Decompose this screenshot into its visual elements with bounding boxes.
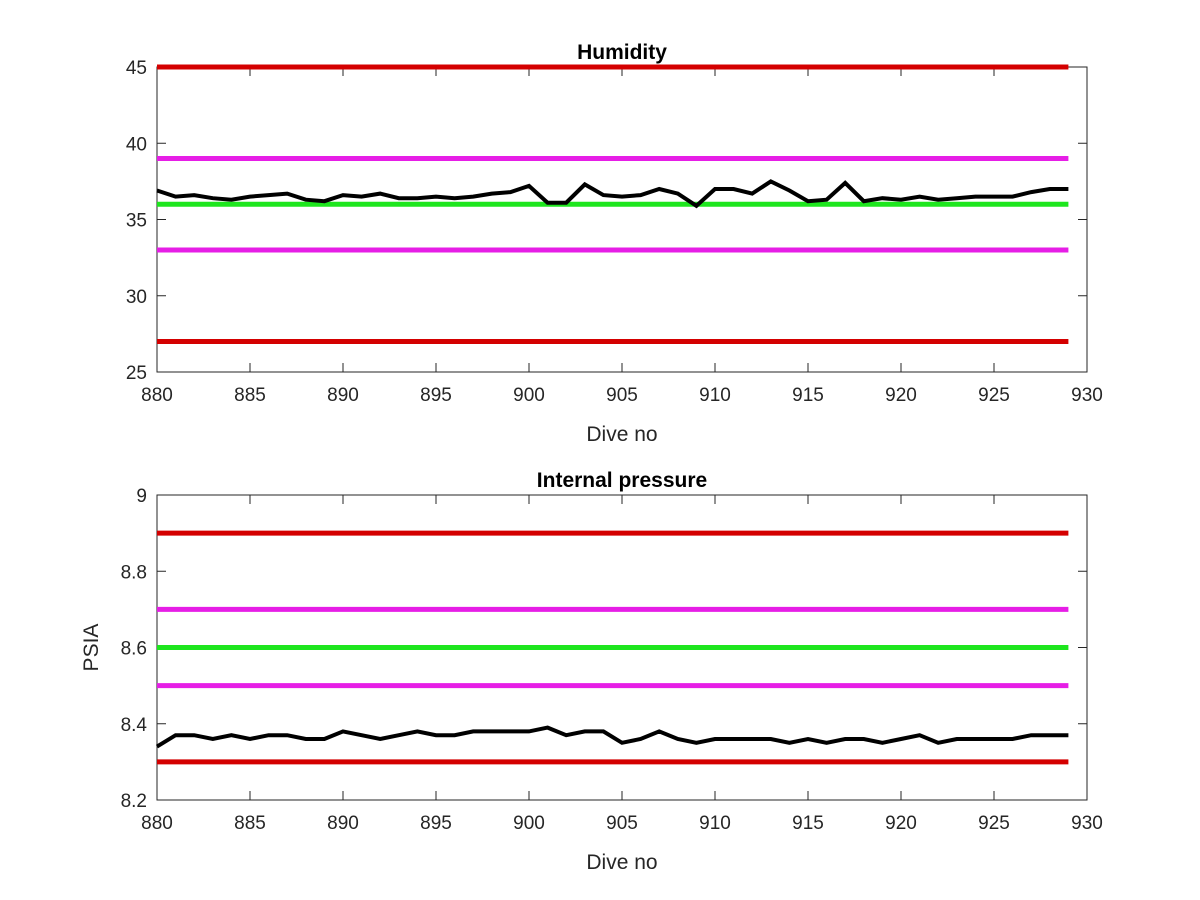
x-tick-label: 925 [978, 385, 1010, 406]
x-tick-label: 920 [885, 813, 917, 834]
x-tick-label: 905 [606, 385, 638, 406]
x-tick-label: 930 [1071, 385, 1103, 406]
x-tick-label: 880 [141, 385, 173, 406]
y-tick-label: 8.4 [121, 715, 148, 736]
x-tick-label: 910 [699, 385, 731, 406]
x-tick-label: 890 [327, 385, 359, 406]
y-tick-label: 45 [126, 58, 147, 79]
y-tick-label: 30 [126, 287, 147, 308]
x-tick-label: 930 [1071, 813, 1103, 834]
plot-area [156, 66, 1088, 373]
chart-title: Internal pressure [537, 469, 707, 492]
x-tick-label: 910 [699, 813, 731, 834]
x-tick-label: 885 [234, 813, 266, 834]
y-tick-label: 8.8 [121, 562, 147, 583]
series-line [156, 179, 1069, 209]
x-tick-label: 885 [234, 385, 266, 406]
x-tick-label: 925 [978, 813, 1010, 834]
x-tick-label: 895 [420, 385, 452, 406]
x-tick-label: 900 [513, 813, 545, 834]
x-tick-label: 900 [513, 385, 545, 406]
x-tick-label: 920 [885, 385, 917, 406]
chart-panel-1: 880 885 890 895 900 905 910 915 920 925 930 25 30 35 4… [126, 41, 1103, 446]
x-tick-label: 880 [141, 813, 173, 834]
y-tick-label: 8.2 [121, 791, 147, 812]
x-axis-label: Dive no [586, 423, 657, 446]
x-tick-label: 915 [792, 385, 824, 406]
x-tick-label: 890 [327, 813, 359, 834]
x-tick-label: 895 [420, 813, 452, 834]
y-tick-label: 8.6 [121, 639, 147, 660]
x-tick-label: 905 [606, 813, 638, 834]
chart-panel-2: 880 885 890 895 900 905 910 915 920 925 930 8.2 8.4 8… [80, 469, 1103, 874]
y-tick-label: 40 [126, 134, 147, 155]
y-tick-label: 9 [136, 486, 147, 507]
y-axis-label: PSIA [80, 624, 103, 672]
x-tick-label: 915 [792, 813, 824, 834]
x-axis-label: Dive no [586, 851, 657, 874]
chart-title: Humidity [577, 41, 667, 64]
y-tick-label: 35 [126, 211, 147, 232]
series-line [155, 725, 1069, 749]
y-tick-label: 25 [126, 363, 147, 384]
